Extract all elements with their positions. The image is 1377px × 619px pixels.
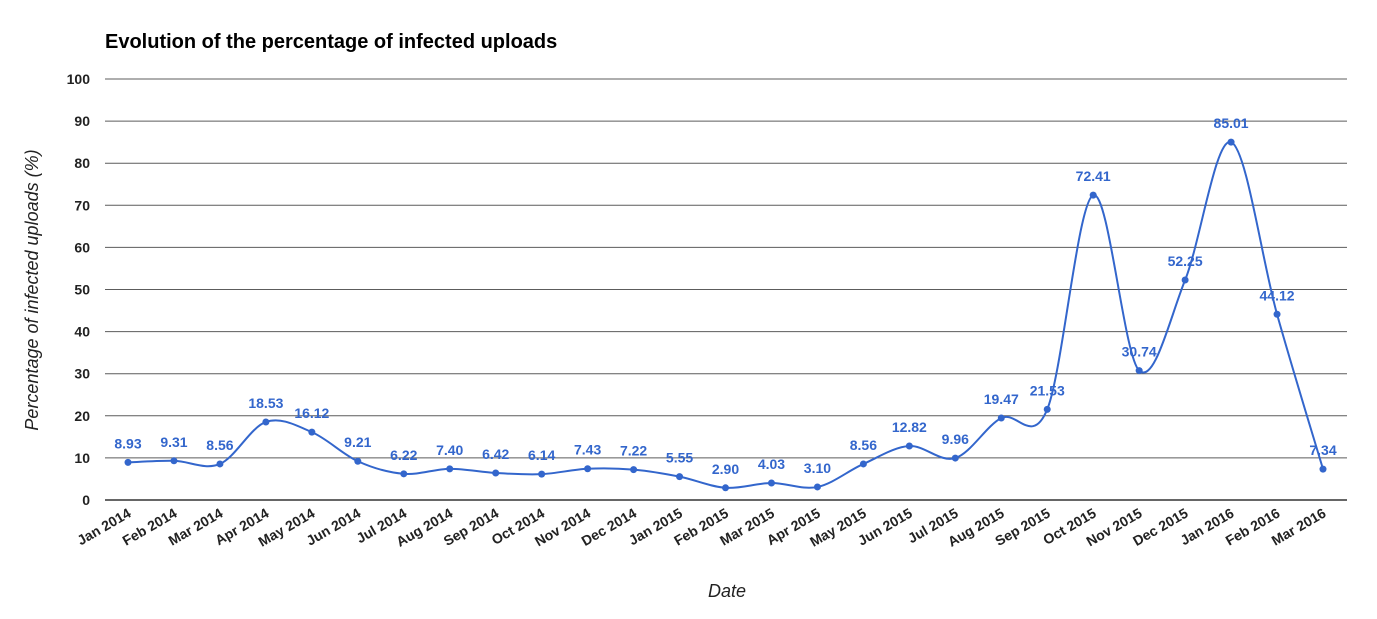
chart-title: Evolution of the percentage of infected … — [105, 31, 557, 53]
data-label: 2.90 — [712, 461, 739, 477]
data-point — [446, 465, 454, 473]
data-point — [813, 483, 821, 491]
y-axis-ticks: 0 10 20 30 40 50 60 70 80 90 100 — [67, 71, 91, 508]
y-axis-label: Percentage of infected uploads (%) — [22, 149, 42, 430]
data-label: 4.03 — [758, 456, 785, 472]
data-point — [170, 457, 178, 465]
data-label: 21.53 — [1030, 382, 1065, 398]
data-point — [859, 460, 867, 468]
data-label: 5.55 — [666, 450, 693, 466]
y-tick-label: 70 — [74, 197, 90, 213]
data-label: 30.74 — [1122, 344, 1157, 360]
data-label: 16.12 — [294, 405, 329, 421]
data-point — [308, 428, 316, 436]
data-point — [1043, 405, 1051, 413]
data-point — [1273, 310, 1281, 318]
data-point — [1319, 465, 1327, 473]
data-point — [951, 454, 959, 462]
data-point — [538, 470, 546, 478]
data-label: 3.10 — [804, 460, 831, 476]
data-label: 9.31 — [160, 434, 187, 450]
data-point — [1089, 191, 1097, 199]
data-point — [492, 469, 500, 477]
data-point — [400, 470, 408, 478]
data-label: 7.43 — [574, 442, 601, 458]
data-label: 7.34 — [1309, 442, 1336, 458]
data-label: 52.25 — [1168, 253, 1203, 269]
y-tick-label: 40 — [74, 324, 90, 340]
data-point — [1227, 138, 1235, 146]
y-tick-label: 0 — [82, 492, 90, 508]
data-label: 8.56 — [850, 437, 877, 453]
data-label: 19.47 — [984, 391, 1019, 407]
y-tick-label: 50 — [74, 282, 90, 298]
data-point — [216, 460, 224, 468]
data-label: 6.22 — [390, 447, 417, 463]
data-label: 44.12 — [1260, 287, 1295, 303]
data-point — [676, 473, 684, 481]
data-label: 12.82 — [892, 419, 927, 435]
y-tick-label: 10 — [74, 450, 90, 466]
data-label: 7.22 — [620, 443, 647, 459]
y-tick-label: 80 — [74, 155, 90, 171]
data-point — [262, 418, 270, 426]
data-point — [584, 465, 592, 473]
y-tick-label: 30 — [74, 366, 90, 382]
y-tick-label: 60 — [74, 239, 90, 255]
data-label: 8.93 — [114, 435, 141, 451]
data-point — [124, 458, 132, 466]
data-label: 18.53 — [248, 395, 283, 411]
data-label: 9.96 — [942, 431, 969, 447]
data-label: 9.21 — [344, 434, 371, 450]
data-label: 72.41 — [1076, 168, 1111, 184]
x-axis-label: Date — [708, 581, 746, 601]
data-point — [630, 466, 638, 474]
data-point — [767, 479, 775, 487]
y-tick-label: 20 — [74, 408, 90, 424]
data-label: 8.56 — [206, 437, 233, 453]
data-label: 6.14 — [528, 447, 555, 463]
gridlines — [105, 78, 1347, 501]
data-label: 85.01 — [1214, 115, 1249, 131]
series-line — [127, 141, 1324, 489]
y-tick-label: 90 — [74, 113, 90, 129]
data-point — [905, 442, 913, 450]
data-point — [722, 484, 729, 492]
data-label: 6.42 — [482, 446, 509, 462]
data-point — [1135, 367, 1143, 375]
data-point — [354, 457, 362, 465]
data-point — [1181, 276, 1189, 284]
data-label: 7.40 — [436, 442, 463, 458]
data-point — [997, 414, 1005, 422]
y-tick-label: 100 — [67, 71, 91, 87]
series-layer: 8.93 9.31 8.56 18.53 16.12 9.21 6.22 7.40 6.42 6.… — [114, 115, 1337, 492]
